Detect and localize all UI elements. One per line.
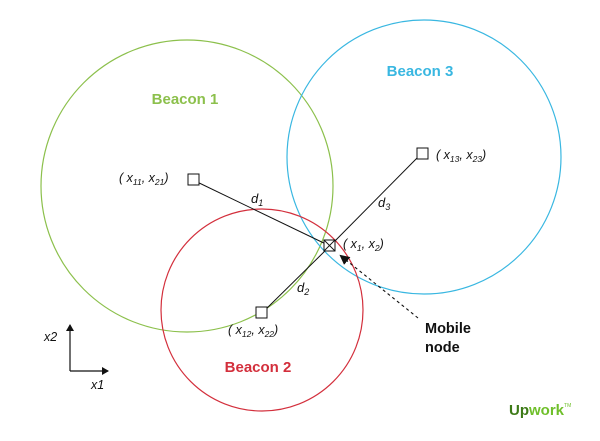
beacon-3-marker — [416, 147, 429, 160]
y-axis-label: x2 — [43, 330, 57, 344]
distance-line-3 — [329, 152, 423, 247]
distance-line-2 — [261, 245, 331, 314]
beacon-2-range-circle — [160, 208, 364, 412]
beacon-1-marker — [187, 173, 200, 186]
mobile-node-coordinate-label: ( x1, x2) — [343, 237, 384, 253]
beacon-2-title: Beacon 2 — [225, 359, 292, 376]
beacon-3-range-circle — [286, 19, 562, 295]
distance-label-3: d3 — [378, 195, 390, 212]
beacon-2-marker — [255, 306, 268, 319]
beacon-1-title: Beacon 1 — [152, 91, 219, 108]
mobile-node-label-line1: Mobile — [425, 321, 471, 337]
distance-line-1 — [192, 179, 331, 247]
mobile-node-pointer-arrow — [339, 254, 419, 319]
distance-label-1: d1 — [251, 191, 263, 208]
beacon-1-range-circle — [40, 39, 334, 333]
upwork-logo: UpworkTM — [509, 402, 571, 419]
beacon-2-coordinate-label: ( x12, x22) — [228, 323, 278, 339]
svg-text:UpworkTM: UpworkTM — [509, 402, 571, 419]
beacon-3-title: Beacon 3 — [387, 63, 454, 80]
x-axis-label: x1 — [90, 378, 104, 392]
beacon-3-coordinate-label: ( x13, x23) — [436, 148, 486, 164]
mobile-node-marker — [323, 239, 336, 252]
mobile-node-label-line2: node — [425, 340, 460, 356]
beacon-1-coordinate-label: ( x11, x21) — [119, 171, 169, 187]
distance-label-2: d2 — [297, 280, 309, 297]
